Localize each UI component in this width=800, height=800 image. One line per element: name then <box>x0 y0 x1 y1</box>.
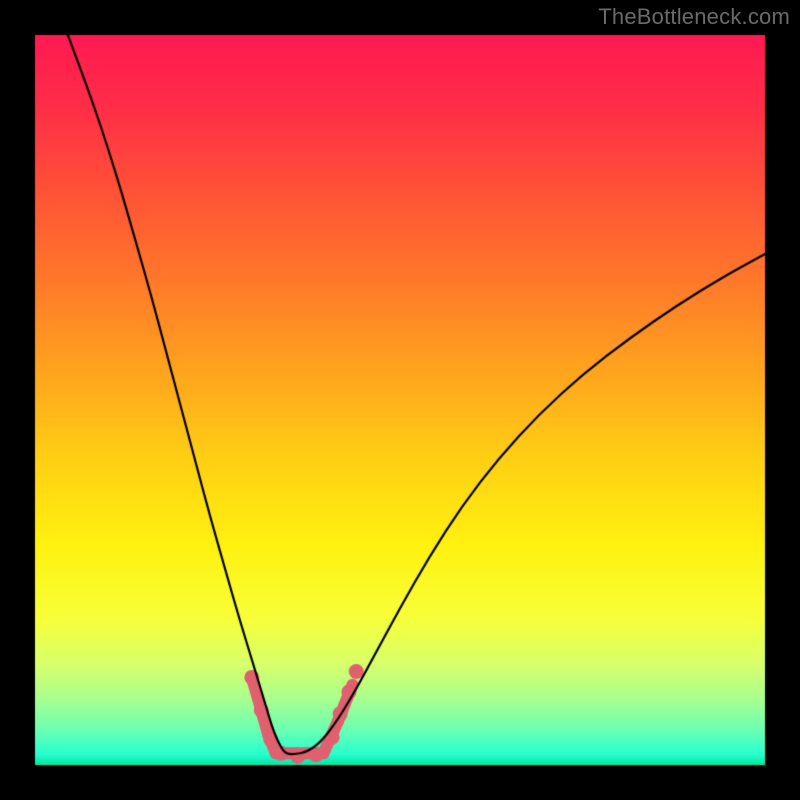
watermark-text: TheBottleneck.com <box>598 4 790 30</box>
bottleneck-curve-chart <box>0 0 800 800</box>
chart-stage: TheBottleneck.com <box>0 0 800 800</box>
